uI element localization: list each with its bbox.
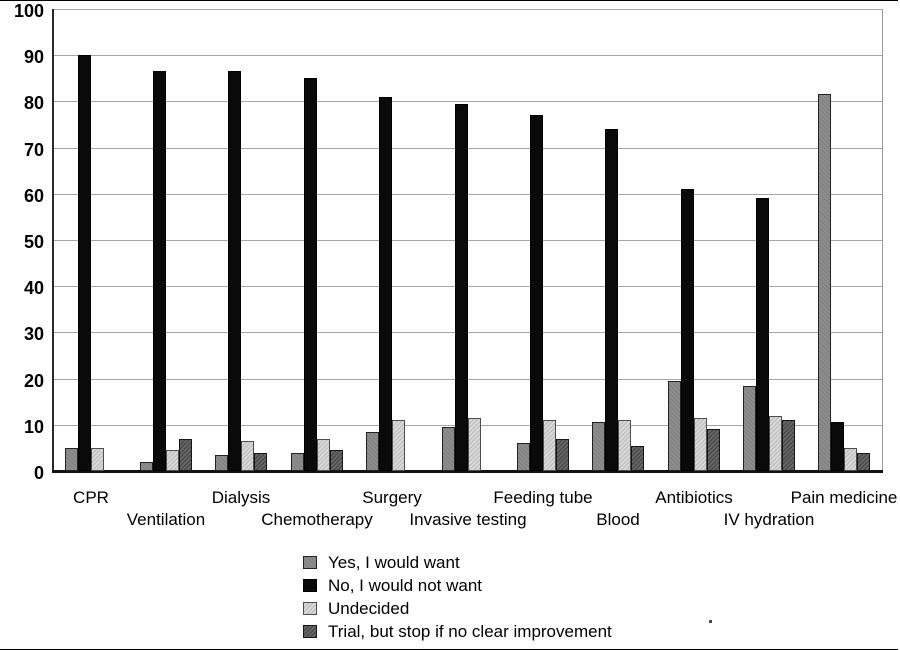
bar-no-iv-hydration	[756, 198, 769, 471]
bar-undecided-antibiotics	[694, 418, 707, 471]
bar-trial-iv-hydration	[782, 420, 795, 471]
x-tick-label-cpr: CPR	[73, 488, 109, 507]
bar-no-surgery	[379, 97, 392, 471]
y-tick-label-30: 30	[23, 324, 44, 344]
gridline-100	[53, 9, 882, 10]
bar-yes-cpr	[65, 448, 78, 471]
bar-trial-chemotherapy	[330, 450, 343, 471]
y-tick-label-70: 70	[23, 140, 44, 160]
legend-label-undecided: Undecided	[328, 598, 410, 618]
bar-yes-pain-medicine	[818, 94, 831, 471]
bar-undecided-chemotherapy	[317, 439, 330, 471]
bar-yes-surgery	[366, 432, 379, 471]
bar-yes-dialysis	[215, 455, 228, 471]
bar-trial-blood	[631, 446, 644, 471]
x-tick-label-surgery: Surgery	[362, 488, 422, 507]
bar-undecided-invasive-testing	[468, 418, 481, 471]
bar-no-dialysis	[228, 71, 241, 471]
legend-item-undecided: Undecided	[303, 597, 612, 620]
bar-trial-pain-medicine	[857, 453, 870, 471]
bar-yes-ventilation	[140, 462, 153, 471]
bar-trial-antibiotics	[707, 429, 720, 471]
bar-undecided-pain-medicine	[844, 448, 857, 471]
bar-trial-ventilation	[179, 439, 192, 471]
bar-no-feeding-tube	[530, 115, 543, 471]
bar-undecided-cpr	[91, 448, 104, 471]
legend-swatch-trial	[303, 625, 317, 638]
bar-no-cpr	[78, 55, 91, 471]
legend-item-no: No, I would not want	[303, 574, 612, 597]
y-tick-label-0: 0	[33, 463, 44, 483]
x-tick-label-dialysis: Dialysis	[211, 488, 271, 507]
bar-undecided-surgery	[392, 420, 405, 471]
x-tick-label-blood: Blood	[596, 510, 640, 529]
y-tick-label-60: 60	[23, 186, 44, 206]
y-tick-label-80: 80	[23, 93, 44, 113]
bar-yes-invasive-testing	[442, 427, 455, 471]
x-tick-label-pain-medicine: Pain medicine	[790, 488, 898, 507]
bar-undecided-dialysis	[241, 441, 254, 471]
bar-no-blood	[605, 129, 618, 471]
legend-label-yes: Yes, I would want	[328, 552, 460, 572]
x-tick-label-ventilation: Ventilation	[126, 510, 206, 529]
x-tick-label-antibiotics: Antibiotics	[655, 488, 733, 507]
bar-trial-dialysis	[254, 453, 267, 471]
bar-undecided-feeding-tube	[543, 420, 556, 471]
gridline-80	[53, 101, 882, 102]
x-tick-label-feeding-tube: Feeding tube	[493, 488, 593, 507]
bar-no-antibiotics	[681, 189, 694, 471]
y-tick-label-90: 90	[23, 47, 44, 67]
bar-no-invasive-testing	[455, 104, 468, 471]
bar-yes-antibiotics	[668, 381, 681, 471]
y-tick-label-50: 50	[23, 232, 44, 252]
bar-no-pain-medicine	[831, 422, 844, 471]
bar-yes-iv-hydration	[743, 386, 756, 471]
x-axis-line	[52, 470, 883, 473]
bar-yes-chemotherapy	[291, 453, 304, 471]
legend-swatch-yes	[303, 556, 317, 569]
y-tick-label-40: 40	[23, 278, 44, 298]
legend-swatch-undecided	[303, 602, 317, 615]
legend-label-trial: Trial, but stop if no clear improvement	[328, 621, 612, 641]
bar-undecided-blood	[618, 420, 631, 471]
plot-right-border	[882, 9, 883, 471]
legend: Yes, I would want No, I would not want Und…	[303, 551, 612, 643]
legend-swatch-no	[303, 579, 317, 592]
y-axis-line	[52, 9, 54, 471]
legend-label-no: No, I would not want	[328, 575, 483, 595]
bar-no-chemotherapy	[304, 78, 317, 471]
legend-item-yes: Yes, I would want	[303, 551, 612, 574]
legend-item-trial: Trial, but stop if no clear improvement	[303, 620, 612, 643]
x-tick-label-iv-hydration: IV hydration	[723, 510, 815, 529]
y-tick-label-20: 20	[23, 371, 44, 391]
y-tick-label-10: 10	[23, 417, 44, 437]
x-tick-label-invasive-testing: Invasive testing	[409, 510, 527, 529]
bar-yes-feeding-tube	[517, 443, 530, 471]
bar-yes-blood	[592, 422, 605, 471]
bar-no-ventilation	[153, 71, 166, 471]
bar-trial-feeding-tube	[556, 439, 569, 471]
bar-undecided-ventilation	[166, 450, 179, 471]
x-tick-label-chemotherapy: Chemotherapy	[261, 510, 373, 529]
scan-artifact-dot	[709, 620, 712, 623]
gridline-90	[53, 55, 882, 56]
y-tick-label-100: 100	[13, 1, 44, 21]
bar-undecided-iv-hydration	[769, 416, 782, 471]
